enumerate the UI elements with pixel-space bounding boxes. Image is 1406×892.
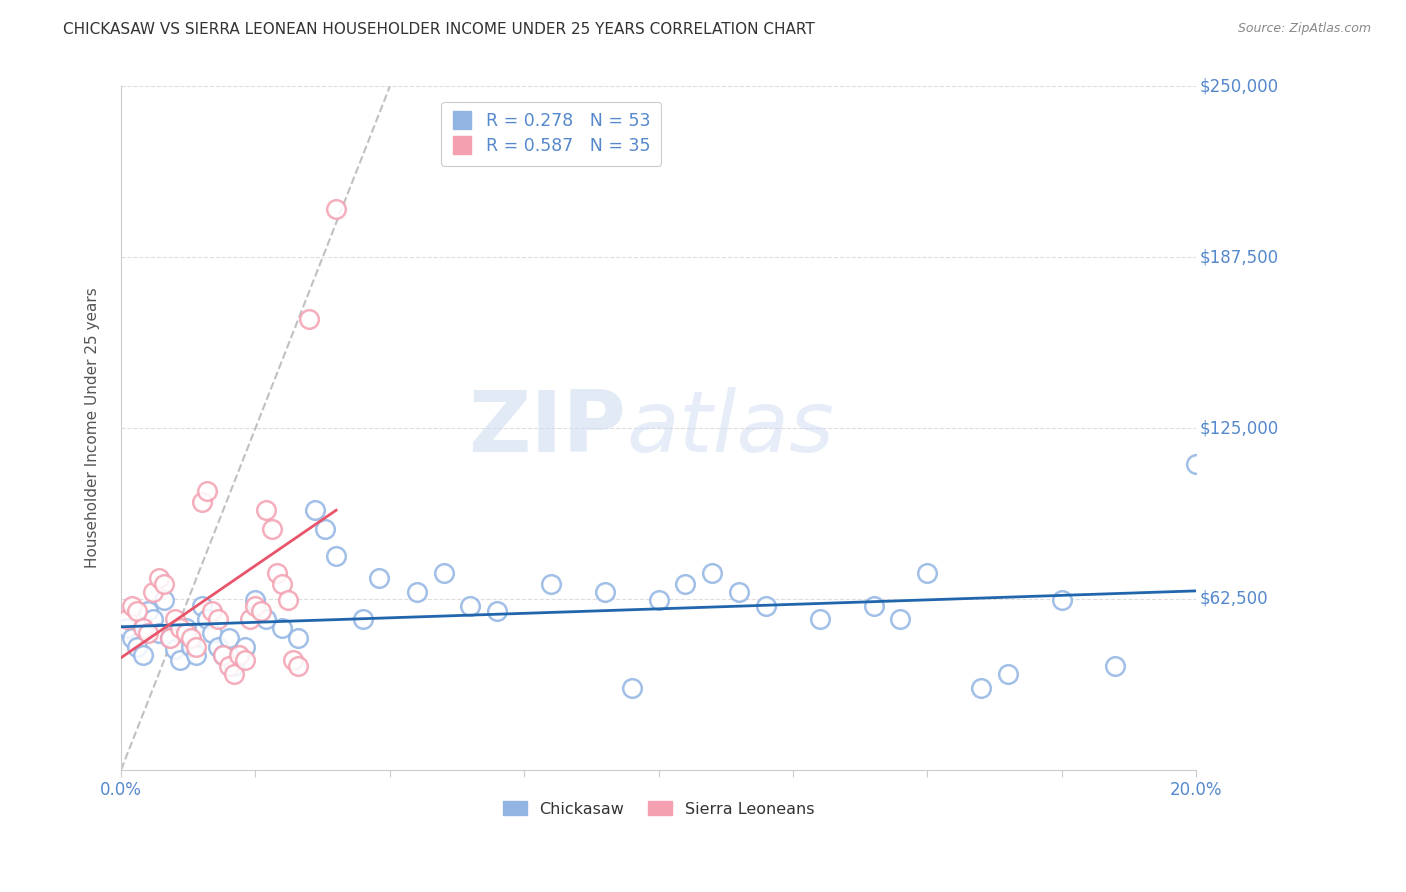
Point <box>127 604 149 618</box>
Point <box>233 653 256 667</box>
Point <box>433 566 456 580</box>
Point <box>201 604 224 618</box>
Point <box>115 612 138 626</box>
Point <box>180 640 202 654</box>
Point <box>207 640 229 654</box>
Y-axis label: Householder Income Under 25 years: Householder Income Under 25 years <box>86 288 100 568</box>
Text: $125,000: $125,000 <box>1199 419 1278 437</box>
Point <box>675 577 697 591</box>
Text: $187,500: $187,500 <box>1199 248 1278 266</box>
Point <box>163 642 186 657</box>
Point <box>997 667 1019 681</box>
Point <box>1185 457 1208 471</box>
Point <box>314 522 336 536</box>
Point <box>254 503 277 517</box>
Point <box>277 593 299 607</box>
Point <box>352 612 374 626</box>
Point <box>281 653 304 667</box>
Point <box>163 612 186 626</box>
Point <box>207 612 229 626</box>
Text: atlas: atlas <box>626 386 834 469</box>
Point <box>222 658 245 673</box>
Text: CHICKASAW VS SIERRA LEONEAN HOUSEHOLDER INCOME UNDER 25 YEARS CORRELATION CHART: CHICKASAW VS SIERRA LEONEAN HOUSEHOLDER … <box>63 22 815 37</box>
Point <box>190 495 212 509</box>
Point <box>169 621 191 635</box>
Point <box>298 311 321 326</box>
Point <box>218 658 240 673</box>
Point <box>245 593 267 607</box>
Point <box>218 632 240 646</box>
Point <box>287 658 309 673</box>
Point <box>647 593 669 607</box>
Text: $62,500: $62,500 <box>1199 590 1268 607</box>
Point <box>174 621 197 635</box>
Point <box>304 503 326 517</box>
Point <box>808 612 831 626</box>
Point <box>755 599 778 613</box>
Point <box>201 626 224 640</box>
Legend: Chickasaw, Sierra Leoneans: Chickasaw, Sierra Leoneans <box>496 795 821 823</box>
Point <box>228 648 250 662</box>
Point <box>186 648 208 662</box>
Point <box>148 571 170 585</box>
Point <box>190 599 212 613</box>
Point <box>121 632 143 646</box>
Text: Source: ZipAtlas.com: Source: ZipAtlas.com <box>1237 22 1371 36</box>
Point <box>728 585 751 599</box>
Point <box>970 681 993 695</box>
Point <box>233 640 256 654</box>
Point <box>153 577 176 591</box>
Point <box>862 599 884 613</box>
Point <box>174 626 197 640</box>
Point <box>131 621 153 635</box>
Point <box>368 571 391 585</box>
Point <box>159 632 181 646</box>
Point <box>131 648 153 662</box>
Point <box>212 648 235 662</box>
Point <box>1104 658 1126 673</box>
Point <box>260 522 283 536</box>
Point <box>702 566 724 580</box>
Text: $250,000: $250,000 <box>1199 78 1278 95</box>
Point <box>540 577 562 591</box>
Point <box>127 640 149 654</box>
Point <box>254 612 277 626</box>
Point <box>460 599 482 613</box>
Point <box>195 483 218 498</box>
Point <box>180 632 202 646</box>
Point <box>325 202 347 217</box>
Point <box>287 632 309 646</box>
Point <box>620 681 643 695</box>
Point <box>136 626 159 640</box>
Point <box>486 604 509 618</box>
Point <box>271 621 294 635</box>
Point <box>142 612 165 626</box>
Point <box>195 612 218 626</box>
Point <box>186 640 208 654</box>
Point <box>212 648 235 662</box>
Point <box>222 667 245 681</box>
Point <box>325 549 347 564</box>
Point <box>239 612 262 626</box>
Point <box>245 599 267 613</box>
Point <box>917 566 939 580</box>
Point <box>153 593 176 607</box>
Point <box>250 604 273 618</box>
Point <box>266 566 288 580</box>
Point <box>889 612 911 626</box>
Point <box>159 632 181 646</box>
Point <box>271 577 294 591</box>
Point <box>1050 593 1073 607</box>
Point <box>142 585 165 599</box>
Point <box>169 653 191 667</box>
Point <box>405 585 427 599</box>
Point <box>136 604 159 618</box>
Point <box>228 648 250 662</box>
Point <box>148 626 170 640</box>
Point <box>121 599 143 613</box>
Point <box>593 585 616 599</box>
Text: ZIP: ZIP <box>468 386 626 469</box>
Point <box>115 621 138 635</box>
